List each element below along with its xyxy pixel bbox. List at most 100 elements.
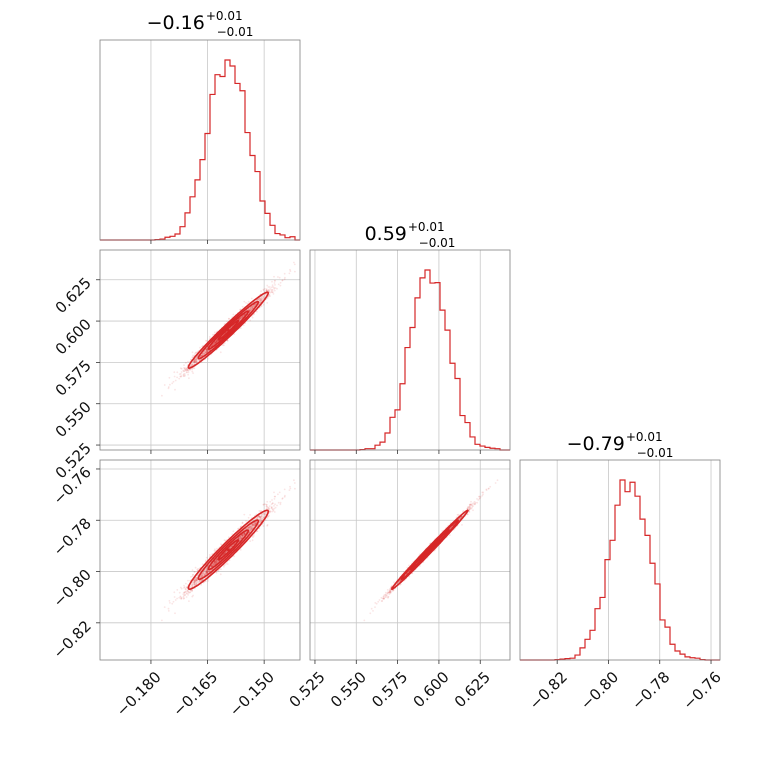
sample-point <box>232 313 235 316</box>
sample-point <box>214 342 217 344</box>
sample-point <box>253 313 256 316</box>
sample-point <box>180 371 183 373</box>
sample-point <box>256 530 259 532</box>
sample-point <box>293 482 296 484</box>
sample-point <box>294 487 296 490</box>
sample-point <box>289 487 292 490</box>
sample-point <box>260 297 262 300</box>
sample-point <box>183 373 185 375</box>
sample-point <box>249 309 252 312</box>
sample-point <box>192 594 195 597</box>
sample-point <box>268 290 271 293</box>
sample-point <box>219 573 222 576</box>
sample-point <box>272 291 274 294</box>
sample-point <box>184 593 186 596</box>
sample-point <box>261 295 264 298</box>
sample-point <box>205 350 208 353</box>
sample-point <box>226 563 229 565</box>
sample-point <box>271 502 274 505</box>
sample-point <box>205 349 208 352</box>
sample-point <box>186 371 188 374</box>
sample-point <box>259 301 262 304</box>
sample-point <box>205 348 207 351</box>
sample-point <box>289 270 292 272</box>
sample-point <box>216 547 218 550</box>
sample-point <box>180 373 182 375</box>
sample-point <box>185 582 187 585</box>
sample-point <box>258 510 261 512</box>
sample-point <box>482 493 484 496</box>
sample-point <box>193 359 196 362</box>
sample-point <box>242 324 245 327</box>
sample-point <box>281 497 284 499</box>
sample-point <box>182 591 185 594</box>
sample-point <box>196 359 199 361</box>
sample-point <box>186 589 189 592</box>
sample-point <box>221 344 224 347</box>
sample-point <box>201 354 204 357</box>
sample-point <box>174 379 177 382</box>
sample-point <box>260 290 262 293</box>
sample-point <box>247 516 250 519</box>
sample-point <box>191 569 194 571</box>
sample-point <box>250 297 253 300</box>
sample-point <box>273 282 276 284</box>
sample-point <box>194 361 196 363</box>
sample-point <box>205 559 207 562</box>
sample-point <box>239 308 242 311</box>
sample-point <box>279 501 282 504</box>
sample-point <box>192 574 194 576</box>
sample-point <box>223 565 225 568</box>
sample-point <box>470 500 472 503</box>
sample-point <box>213 549 216 552</box>
sample-point <box>168 600 171 602</box>
sample-point <box>293 263 296 266</box>
sample-point <box>241 305 244 308</box>
sample-point <box>207 580 210 582</box>
sample-point <box>239 318 242 321</box>
sample-point <box>161 394 163 397</box>
sample-point <box>190 363 193 366</box>
sample-point <box>239 327 242 330</box>
sample-point <box>448 534 451 536</box>
sample-point <box>289 485 291 488</box>
sample-point <box>212 343 215 345</box>
sample-point <box>238 318 241 321</box>
sample-point <box>273 286 275 289</box>
sample-point <box>206 350 209 353</box>
sample-point <box>173 596 176 598</box>
sample-point <box>193 361 195 364</box>
sample-point <box>192 372 195 374</box>
sample-point <box>283 278 286 281</box>
sample-point <box>276 504 278 507</box>
sample-point <box>187 360 189 363</box>
sample-point <box>249 309 251 312</box>
sample-point <box>260 510 262 512</box>
sample-point <box>219 351 222 354</box>
sample-point <box>273 505 275 507</box>
sample-point <box>266 289 268 292</box>
sample-point <box>188 377 190 380</box>
sample-point <box>182 375 185 377</box>
sample-point <box>179 367 182 370</box>
sample-point <box>183 368 186 371</box>
sample-point <box>206 350 208 353</box>
sample-point <box>253 305 255 307</box>
sample-point <box>249 514 252 516</box>
sample-point <box>183 586 186 588</box>
sample-point <box>194 353 196 355</box>
sample-point <box>199 346 201 349</box>
sample-point <box>180 587 183 590</box>
sample-point <box>184 369 187 371</box>
sample-point <box>184 369 187 371</box>
sample-point <box>176 589 179 591</box>
sample-point <box>215 341 217 343</box>
sample-point <box>183 364 185 366</box>
sample-point <box>260 296 263 299</box>
sample-point <box>216 340 218 343</box>
sample-point <box>223 539 226 542</box>
sample-point <box>194 359 196 362</box>
sample-point <box>269 295 271 297</box>
sample-point <box>382 597 385 600</box>
sample-point <box>249 319 252 322</box>
